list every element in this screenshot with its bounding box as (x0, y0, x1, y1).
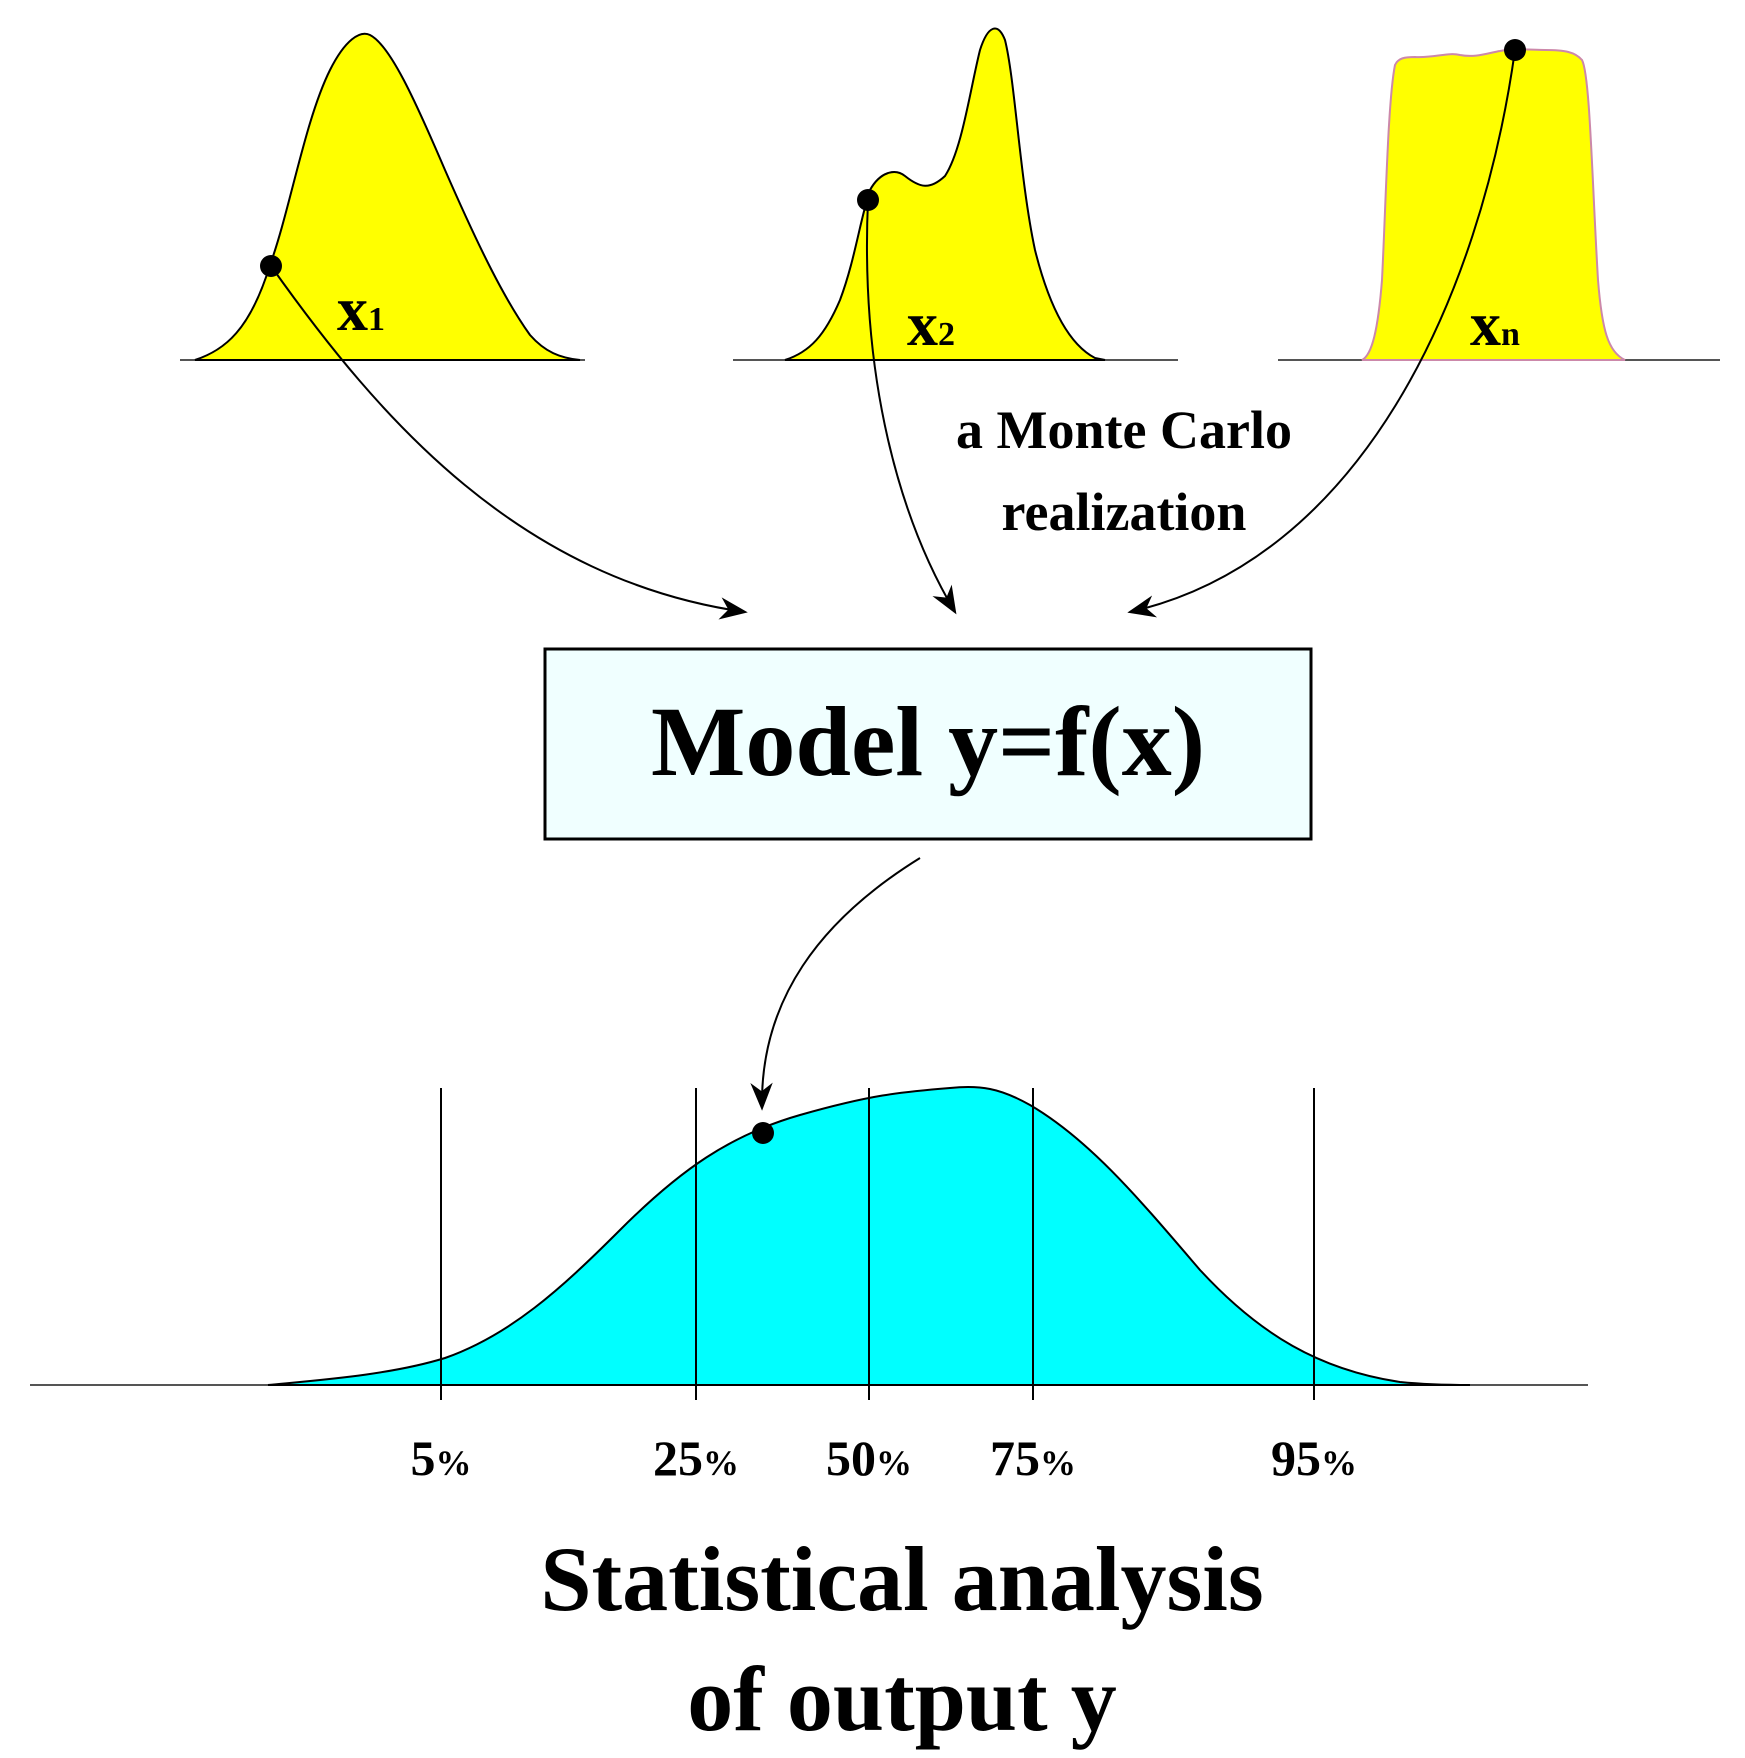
percentile-label-95: 95% (1271, 1430, 1357, 1486)
x2-density-curve (784, 27, 1106, 361)
output-title-line2: of output y (687, 1648, 1116, 1750)
model-box: Model y=f(x) (543, 647, 1313, 841)
monte-carlo-annotation-line1: a Monte Carlo (956, 400, 1292, 460)
arrow-x2-to-model (865, 199, 957, 615)
x2-label: x2 (907, 291, 955, 359)
percentile-label-25: 25% (653, 1430, 739, 1486)
xn-density-curve (1361, 48, 1626, 361)
arrow-model-to-output (750, 857, 921, 1111)
monte-carlo-annotation-line2: realization (1002, 482, 1247, 542)
xn-label: xn (1470, 291, 1520, 359)
input-distribution-xn: xn (1278, 48, 1720, 361)
model-box-frame (543, 647, 1313, 841)
x1-label: x1 (337, 276, 385, 344)
output-sample-point (752, 1122, 774, 1144)
x1-density-curve (194, 32, 581, 361)
percentile-label-50: 50% (826, 1430, 912, 1486)
model-label: Model y=f(x) (651, 686, 1205, 797)
percentile-label-5: 5% (411, 1430, 472, 1486)
output-distribution (30, 1085, 1588, 1400)
output-title-line1: Statistical analysis (540, 1528, 1263, 1630)
arrow-xn-to-model (1127, 49, 1516, 618)
percentile-label-75: 75% (990, 1430, 1076, 1486)
input-distribution-x2: x2 (733, 27, 1178, 361)
input-distribution-x1: x1 (180, 32, 585, 361)
arrow-x1-to-model (270, 265, 748, 620)
